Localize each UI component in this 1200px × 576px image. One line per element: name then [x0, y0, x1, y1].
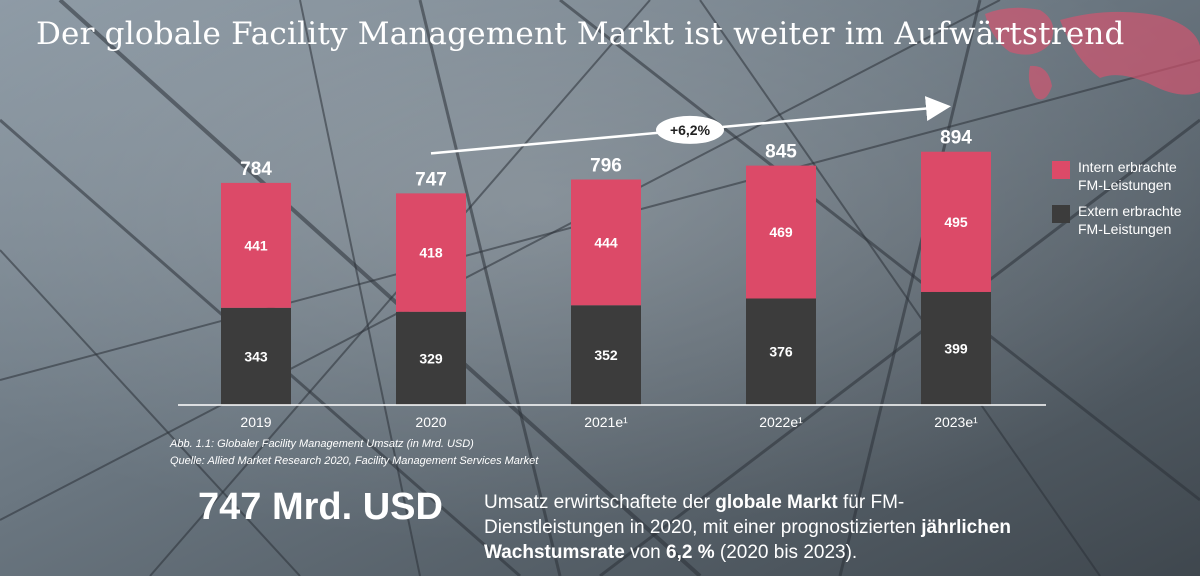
legend-item-extern: Extern erbrachte FM-Leistungen	[1052, 202, 1182, 246]
bar-area	[221, 151, 991, 405]
data-label-intern-2: 444	[594, 234, 618, 250]
data-label-intern-3: 469	[769, 224, 793, 240]
x-tick-label-1: 2020	[415, 414, 446, 430]
data-label-extern-3: 376	[769, 344, 793, 360]
x-tick-label-4: 2023e¹	[934, 414, 978, 430]
legend-label-extern-line2: FM-Leistungen	[1078, 221, 1172, 237]
legend: Intern erbrachte FM-Leistungen Extern er…	[1052, 158, 1182, 246]
x-tick-label-3: 2022e¹	[759, 414, 803, 430]
desc-text-4: (2020 bis 2023).	[714, 542, 858, 563]
data-label-intern-0: 441	[244, 237, 268, 253]
x-tick-label-0: 2019	[240, 414, 271, 430]
x-tick-label-2: 2021e¹	[584, 414, 628, 430]
bar-intern-0	[221, 182, 291, 308]
caption-source: Quelle: Allied Market Research 2020, Fac…	[170, 455, 539, 467]
data-label-extern-2: 352	[594, 347, 618, 363]
legend-swatch-intern	[1052, 161, 1070, 179]
desc-text-1: Umsatz erwirtschaftete der	[484, 492, 716, 513]
bar-intern-4	[921, 151, 991, 292]
desc-bold-3: 6,2 %	[666, 542, 715, 563]
growth-label: +6,2%	[670, 122, 711, 138]
data-label-extern-0: 343	[244, 348, 268, 364]
caption-figure: Abb. 1.1: Globaler Facility Management U…	[170, 438, 474, 450]
total-label-4: 894	[940, 128, 972, 149]
growth-bubble	[656, 115, 724, 144]
highlight-description: Umsatz erwirtschaftete der globale Markt…	[484, 490, 1024, 565]
bar-intern-3	[746, 165, 816, 299]
bar-intern-2	[571, 179, 641, 306]
legend-label-intern-line2: FM-Leistungen	[1078, 177, 1172, 193]
bar-extern-3	[746, 298, 816, 405]
desc-bold-1: globale Markt	[715, 492, 838, 513]
highlight-value: 747 Mrd. USD	[198, 486, 443, 528]
label-area: 343 441 784 2019 329 418 747 2020 352 444 796 2021e…	[240, 128, 978, 430]
desc-text-2: für FM-Dienstleistungen in 2020, mit ein…	[484, 492, 922, 538]
bar-extern-4	[921, 291, 991, 405]
world-map-decoration	[985, 7, 1200, 100]
data-label-extern-1: 329	[419, 350, 443, 366]
figure-caption: Abb. 1.1: Globaler Facility Management U…	[170, 436, 538, 470]
bar-extern-1	[396, 311, 466, 405]
desc-bold-2: jährlichen Wachstumsrate	[484, 517, 1012, 563]
page-title: Der globale Facility Management Markt is…	[36, 16, 1125, 52]
bar-extern-2	[571, 305, 641, 405]
data-label-intern-1: 418	[419, 245, 443, 261]
legend-swatch-extern	[1052, 205, 1070, 223]
data-label-intern-4: 495	[944, 214, 968, 230]
desc-text-3: von	[624, 542, 666, 563]
total-label-2: 796	[590, 155, 622, 176]
growth-annotation: +6,2%	[430, 96, 951, 155]
total-label-1: 747	[415, 169, 447, 190]
bar-intern-1	[396, 193, 466, 312]
legend-label-intern-line1: Intern erbrachte	[1078, 159, 1177, 175]
data-label-extern-4: 399	[944, 340, 968, 356]
total-label-0: 784	[240, 159, 272, 180]
legend-label-extern-line1: Extern erbrachte	[1078, 203, 1182, 219]
total-label-3: 845	[765, 142, 797, 163]
bar-extern-0	[221, 307, 291, 405]
legend-item-intern: Intern erbrachte FM-Leistungen	[1052, 158, 1182, 202]
